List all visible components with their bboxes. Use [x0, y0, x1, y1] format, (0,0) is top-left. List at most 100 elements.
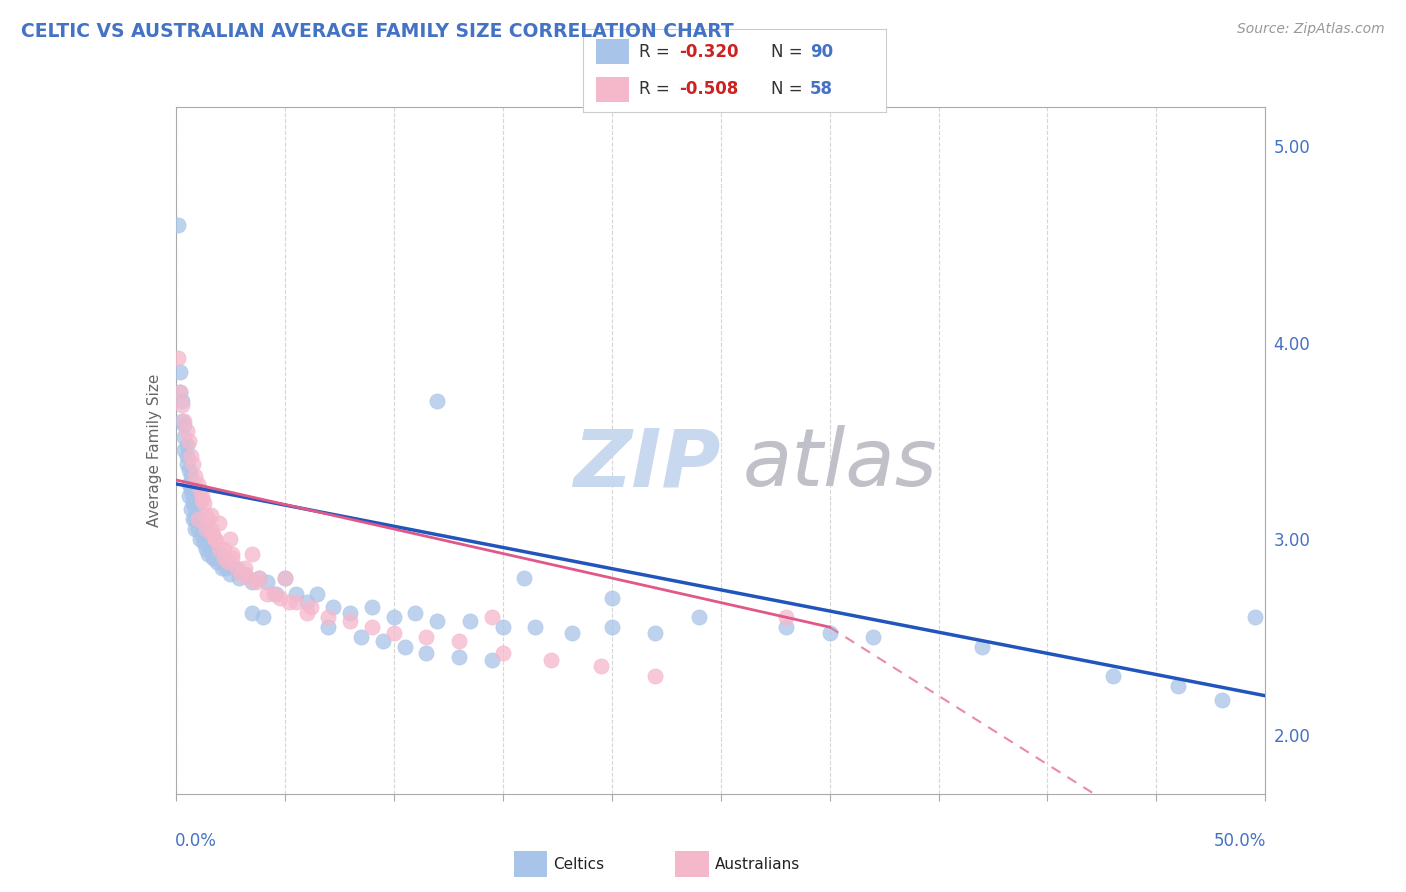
- Point: [181, 483, 204, 497]
- Point: [204, 532, 226, 546]
- Point: [177, 489, 200, 503]
- Point: [264, 587, 287, 601]
- Point: [208, 548, 231, 562]
- Text: N =: N =: [770, 43, 808, 61]
- Point: [195, 528, 218, 542]
- Point: [224, 561, 246, 575]
- Point: [195, 541, 218, 556]
- Point: [245, 574, 267, 589]
- Point: [426, 614, 449, 628]
- Point: [524, 620, 547, 634]
- Point: [1211, 692, 1233, 706]
- Bar: [596, 39, 628, 64]
- Point: [201, 528, 224, 542]
- Point: [561, 626, 583, 640]
- Point: [231, 567, 253, 582]
- Point: [688, 610, 710, 624]
- Point: [600, 620, 623, 634]
- Point: [180, 450, 202, 464]
- Text: N =: N =: [770, 80, 808, 98]
- Point: [217, 555, 239, 569]
- Point: [215, 561, 238, 575]
- Point: [1102, 669, 1125, 683]
- Text: 90: 90: [810, 43, 834, 61]
- Point: [167, 218, 190, 232]
- Text: ZIP: ZIP: [574, 425, 721, 503]
- Point: [197, 532, 219, 546]
- Point: [176, 437, 198, 451]
- Text: 50.0%: 50.0%: [1215, 831, 1267, 850]
- Point: [540, 653, 562, 667]
- Point: [447, 649, 470, 664]
- Point: [177, 476, 200, 491]
- Point: [322, 600, 344, 615]
- Text: Source: ZipAtlas.com: Source: ZipAtlas.com: [1237, 22, 1385, 37]
- Point: [200, 541, 222, 556]
- Point: [247, 571, 270, 585]
- Point: [186, 476, 209, 491]
- Point: [513, 571, 536, 585]
- Point: [256, 574, 278, 589]
- Point: [644, 669, 666, 683]
- Point: [201, 551, 224, 566]
- Point: [492, 620, 515, 634]
- Point: [180, 502, 202, 516]
- Point: [176, 424, 198, 438]
- Point: [447, 633, 470, 648]
- Point: [1167, 679, 1189, 693]
- Point: [191, 516, 214, 530]
- Point: [184, 522, 207, 536]
- Point: [284, 587, 307, 601]
- Point: [186, 512, 209, 526]
- Point: [235, 567, 257, 582]
- Bar: [515, 852, 547, 877]
- Point: [415, 646, 437, 660]
- Point: [173, 417, 195, 432]
- Point: [173, 443, 195, 458]
- Point: [177, 463, 200, 477]
- Point: [184, 469, 207, 483]
- Point: [235, 561, 257, 575]
- Point: [481, 653, 503, 667]
- Text: R =: R =: [640, 80, 675, 98]
- Point: [181, 512, 204, 526]
- Point: [426, 394, 449, 409]
- Point: [236, 571, 259, 585]
- Point: [274, 571, 297, 585]
- Point: [193, 496, 215, 510]
- Text: 0.0%: 0.0%: [174, 831, 217, 850]
- Point: [862, 630, 884, 644]
- Point: [173, 414, 195, 428]
- Point: [211, 561, 233, 575]
- Point: [225, 561, 247, 575]
- Text: CELTIC VS AUSTRALIAN AVERAGE FAMILY SIZE CORRELATION CHART: CELTIC VS AUSTRALIAN AVERAGE FAMILY SIZE…: [21, 22, 734, 41]
- Point: [458, 614, 481, 628]
- Point: [205, 555, 228, 569]
- Point: [307, 587, 329, 601]
- Point: [212, 541, 235, 556]
- Point: [360, 600, 382, 615]
- Point: [394, 640, 416, 654]
- Point: [589, 659, 612, 673]
- Text: R =: R =: [640, 43, 675, 61]
- Point: [212, 551, 235, 566]
- Bar: [675, 852, 709, 877]
- Point: [195, 508, 218, 523]
- Point: [204, 551, 226, 566]
- Point: [274, 571, 297, 585]
- Point: [172, 398, 194, 412]
- Point: [247, 571, 270, 585]
- Point: [600, 591, 623, 605]
- Point: [184, 502, 207, 516]
- Point: [180, 469, 202, 483]
- Point: [299, 600, 322, 615]
- Point: [181, 457, 204, 471]
- Bar: [596, 77, 628, 102]
- Point: [191, 489, 214, 503]
- Point: [172, 394, 194, 409]
- Point: [188, 532, 211, 546]
- Point: [180, 483, 202, 497]
- Point: [188, 483, 211, 497]
- Point: [200, 522, 222, 536]
- Point: [169, 384, 191, 399]
